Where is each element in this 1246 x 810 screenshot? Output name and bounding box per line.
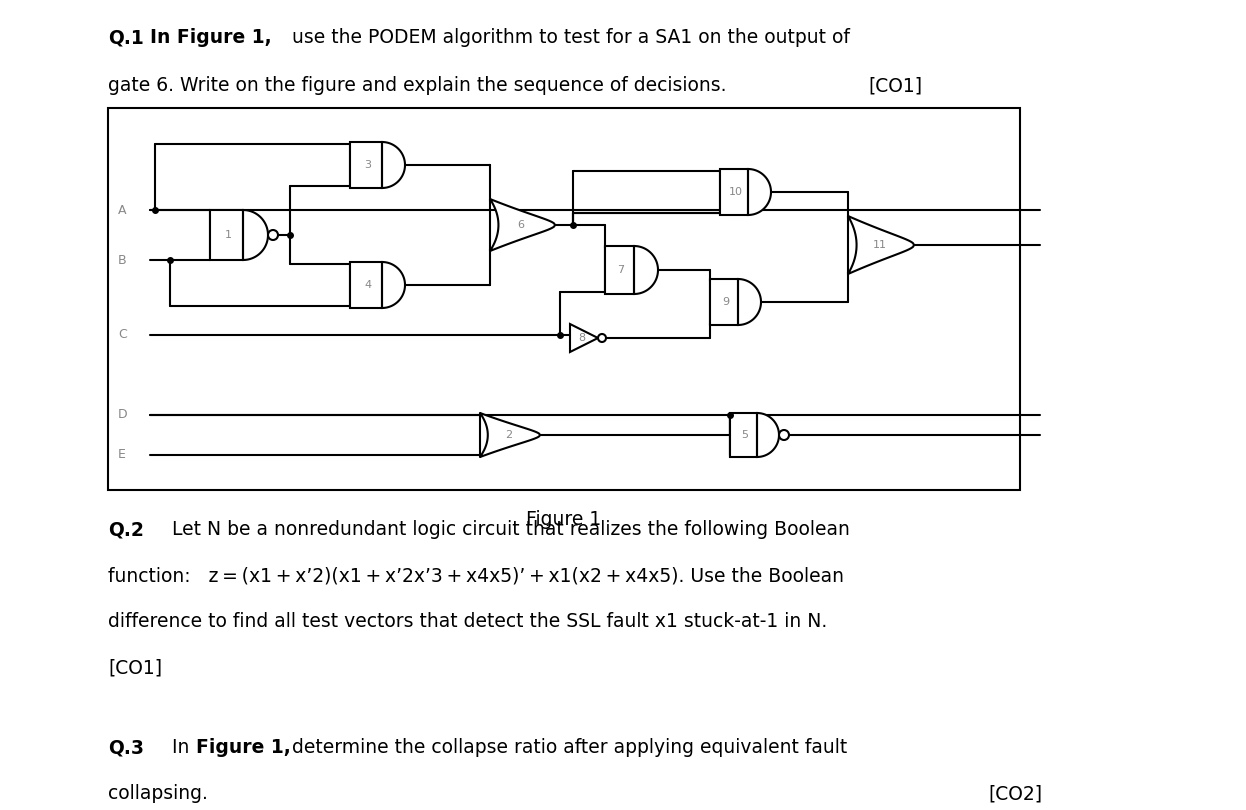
Polygon shape: [490, 199, 554, 251]
Polygon shape: [350, 262, 405, 308]
Polygon shape: [710, 279, 761, 325]
Text: 9: 9: [721, 297, 729, 307]
Text: D: D: [118, 408, 127, 421]
Polygon shape: [211, 210, 268, 260]
Text: 10: 10: [729, 187, 743, 197]
Text: Let N be a nonredundant logic circuit that realizes the following Boolean: Let N be a nonredundant logic circuit th…: [159, 520, 850, 539]
Text: [CO1]: [CO1]: [868, 76, 922, 95]
Polygon shape: [849, 216, 915, 274]
Text: Q.3: Q.3: [108, 738, 145, 757]
Text: 1: 1: [224, 230, 232, 240]
Polygon shape: [606, 246, 658, 294]
Text: 6: 6: [517, 220, 525, 230]
Text: function:   z = (x1 + x’2)(x1 + x’2x’3 + x4x5)’ + x1(x2 + x4x5). Use the Boolean: function: z = (x1 + x’2)(x1 + x’2x’3 + x…: [108, 566, 844, 585]
Polygon shape: [480, 413, 540, 457]
Text: C: C: [118, 329, 127, 342]
Text: gate 6. Write on the figure and explain the sequence of decisions.: gate 6. Write on the figure and explain …: [108, 76, 726, 95]
Circle shape: [779, 430, 789, 440]
Text: 3: 3: [364, 160, 371, 170]
Text: determine the collapse ratio after applying equivalent fault: determine the collapse ratio after apply…: [287, 738, 847, 757]
Polygon shape: [730, 413, 779, 457]
Text: 8: 8: [578, 333, 586, 343]
Text: Q.1: Q.1: [108, 28, 143, 47]
Text: 5: 5: [741, 430, 749, 440]
Text: 7: 7: [617, 265, 624, 275]
Polygon shape: [350, 142, 405, 188]
Text: In Figure 1,: In Figure 1,: [150, 28, 272, 47]
Polygon shape: [569, 324, 598, 352]
Circle shape: [598, 334, 606, 342]
Text: 11: 11: [872, 240, 887, 250]
Text: A: A: [118, 203, 127, 216]
Text: collapsing.: collapsing.: [108, 784, 208, 803]
Circle shape: [268, 230, 278, 240]
Polygon shape: [720, 169, 771, 215]
Text: 4: 4: [364, 280, 371, 290]
Text: difference to find all test vectors that detect the SSL fault x1 stuck-at-1 in N: difference to find all test vectors that…: [108, 612, 827, 631]
Text: B: B: [118, 254, 127, 266]
Text: Q.2: Q.2: [108, 520, 143, 539]
Text: Figure 1,: Figure 1,: [196, 738, 290, 757]
Text: use the PODEM algorithm to test for a SA1 on the output of: use the PODEM algorithm to test for a SA…: [287, 28, 850, 47]
Text: 2: 2: [505, 430, 512, 440]
Text: [CO2]: [CO2]: [988, 784, 1042, 803]
Text: Figure 1: Figure 1: [526, 510, 602, 529]
Text: [CO1]: [CO1]: [108, 658, 162, 677]
Text: In: In: [159, 738, 196, 757]
Text: E: E: [118, 449, 126, 462]
